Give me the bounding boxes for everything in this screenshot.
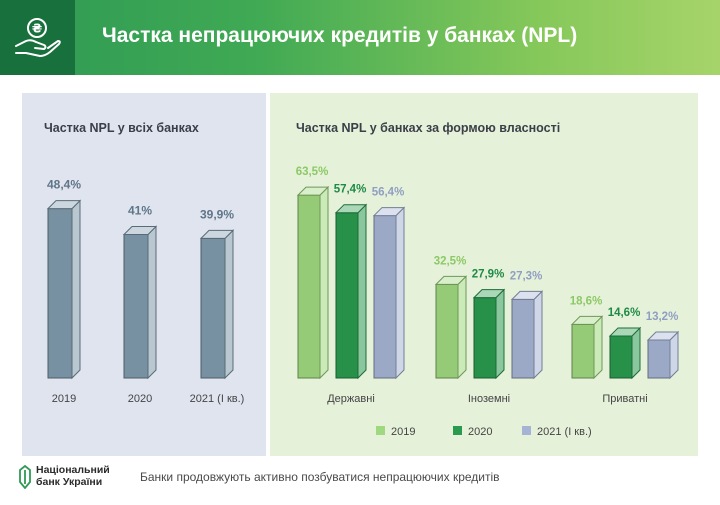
value-label-all-banks-2: 39,9%: [200, 207, 234, 221]
bar-all-banks-0-front: [47, 208, 73, 379]
category-label-all-banks-0: 2019: [52, 393, 76, 405]
category-label-ownership-0: Державні: [327, 393, 375, 405]
legend-swatch-0: [376, 426, 385, 435]
category-label-all-banks-2: 2021 (І кв.): [190, 393, 245, 405]
bar-ownership-s0-g1-top: [434, 275, 468, 285]
legend-label-0: 2019: [391, 426, 415, 438]
hand-hryvnia-coin-icon: ₴: [15, 18, 61, 57]
bar-ownership-s1-g2-front: [609, 335, 633, 379]
bar-ownership-s2-g0-top: [372, 207, 406, 217]
bar-ownership-s1-g1-side: [495, 288, 505, 380]
value-label-ownership-s2-g2: 13,2%: [646, 311, 679, 323]
bar-ownership-s2-g1-top: [510, 290, 544, 300]
value-label-ownership-s2-g0: 56,4%: [372, 187, 405, 199]
bar-ownership-s1-g0-side: [357, 203, 367, 380]
footer-caption: Банки продовжують активно позбуватися не…: [140, 470, 500, 484]
bar-all-banks-2-side: [224, 229, 234, 380]
bar-all-banks-2-top: [199, 229, 235, 239]
value-label-ownership-s1-g0: 57,4%: [334, 184, 367, 196]
value-label-ownership-s0-g2: 18,6%: [570, 295, 603, 307]
legend-swatch-1: [453, 426, 462, 435]
bar-ownership-s1-g1-top: [472, 289, 506, 299]
nbu-emblem-icon: [19, 465, 31, 489]
bar-all-banks-1-front: [123, 234, 149, 379]
bar-ownership-s0-g2-side: [593, 315, 603, 380]
nbu-logo-line1: Національний: [36, 464, 110, 476]
svg-text:₴: ₴: [32, 22, 42, 36]
bar-ownership-s0-g1-front: [435, 283, 459, 379]
legend-swatch-2: [522, 426, 531, 435]
header-banner: ₴ Частка непрацюючих кредитів у банках (…: [0, 0, 720, 75]
bar-ownership-s2-g2-front: [647, 339, 671, 379]
bar-ownership-s1-g1-front: [473, 297, 497, 379]
bar-ownership-s2-g0-side: [395, 206, 405, 380]
bar-ownership-s1-g2-top: [608, 327, 642, 337]
value-label-ownership-s1-g2: 14,6%: [608, 307, 641, 319]
bar-ownership-s1-g0-top: [334, 204, 368, 214]
value-label-ownership-s0-g0: 63,5%: [296, 166, 329, 178]
chart-title-ownership: Частка NPL у банках за формою власності: [296, 121, 561, 135]
chart-title-all-banks: Частка NPL у всіх банках: [44, 121, 199, 135]
category-label-all-banks-1: 2020: [128, 393, 152, 405]
bar-ownership-s0-g1-side: [457, 275, 467, 380]
bar-all-banks-0-side: [71, 199, 81, 380]
logo-tile: ₴: [0, 0, 75, 75]
value-label-ownership-s2-g1: 27,3%: [510, 270, 543, 282]
value-label-ownership-s0-g1: 32,5%: [434, 255, 467, 267]
value-label-ownership-s1-g1: 27,9%: [472, 269, 505, 281]
bar-ownership-s1-g2-side: [631, 326, 641, 380]
bar-ownership-s0-g0-side: [319, 185, 329, 380]
value-label-all-banks-0: 48,4%: [47, 178, 81, 192]
bar-ownership-s2-g0-front: [373, 215, 397, 379]
bar-ownership-s0-g2-front: [571, 323, 595, 379]
bar-ownership-s0-g0-front: [297, 194, 321, 379]
category-label-ownership-2: Приватні: [602, 393, 647, 405]
legend-label-2: 2021 (І кв.): [537, 426, 592, 438]
value-label-all-banks-1: 41%: [128, 204, 152, 218]
bar-all-banks-2-front: [200, 237, 226, 379]
legend-label-1: 2020: [468, 426, 492, 438]
bar-ownership-s2-g1-front: [511, 298, 535, 379]
nbu-logo-text: Національний банк України: [36, 464, 110, 488]
bar-all-banks-0-top: [46, 200, 82, 210]
nbu-logo-line2: банк України: [36, 476, 103, 488]
bar-all-banks-1-side: [147, 225, 157, 380]
bar-ownership-s2-g2-top: [646, 331, 680, 341]
bar-ownership-s0-g0-top: [296, 186, 330, 196]
page-title: Частка непрацюючих кредитів у банках (NP…: [102, 24, 578, 47]
bar-ownership-s1-g0-front: [335, 212, 359, 379]
category-label-ownership-1: Іноземні: [468, 393, 510, 405]
bar-all-banks-1-top: [122, 226, 158, 235]
bar-ownership-s2-g1-side: [533, 290, 543, 380]
bar-ownership-s0-g2-top: [570, 315, 604, 325]
